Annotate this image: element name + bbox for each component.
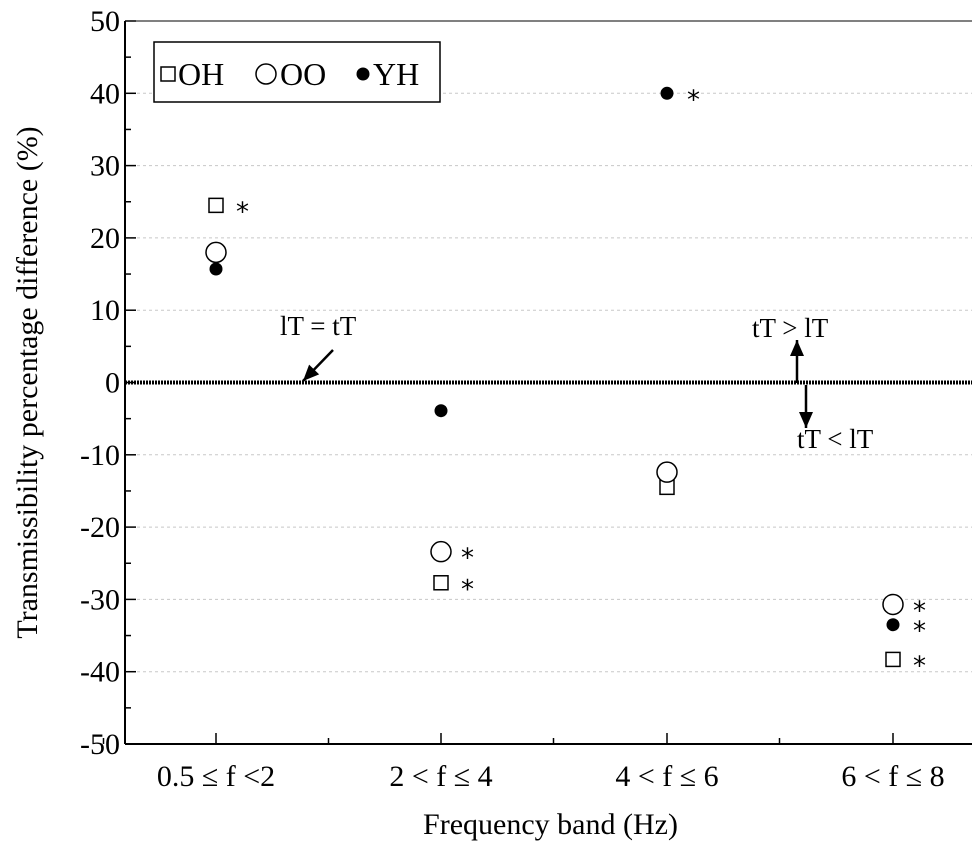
arrow-down [799,385,813,428]
legend-label-yh: YH [373,56,419,92]
point-yh [435,404,448,417]
point-oh [886,652,900,666]
x-tick-label: 2 < f ≤ 4 [389,760,492,793]
significance-star: * [461,544,474,574]
x-tick-label: 6 < f ≤ 8 [841,760,944,793]
y-tick-label: 30 [90,150,120,183]
y-tick-label: -20 [80,511,120,544]
annotation-below: tT < lT [797,424,874,454]
point-oh [209,198,223,212]
point-yh [661,87,674,100]
legend-label-oh: OH [178,56,224,92]
y-tick-label: -10 [80,439,120,472]
legend-marker-yh [357,68,370,81]
legend-marker-oo [256,64,276,84]
arrow-to-reference-line [303,350,333,381]
annotation-above: tT > lT [752,313,829,343]
y-tick-label: -50 [80,728,120,761]
x-tick-label: 0.5 ≤ f <2 [157,760,275,793]
y-tick-label: 0 [105,367,120,400]
significance-star: * [236,197,249,227]
point-yh [210,262,223,275]
y-tick-label: 10 [90,294,120,327]
x-axis-title: Frequency band (Hz) [423,808,678,841]
y-tick-label: -40 [80,656,120,689]
significance-star: * [913,651,926,681]
axes: -50 -40 -30 -20 -10 0 10 20 30 40 50 0.5 ≤ f <2 2 < … [80,5,975,793]
significance-star: * [913,617,926,647]
point-oo [431,542,451,562]
arrow-up [790,340,804,383]
point-yh [887,618,900,631]
y-tick-label: 20 [90,222,120,255]
point-oo [657,462,677,482]
point-oo [883,594,903,614]
reference-line-group [125,340,972,428]
point-oo [206,242,226,262]
significance-star: * [687,85,700,115]
legend: OH OO YH [154,42,440,102]
y-tick-label: 40 [90,77,120,110]
significance-star: * [461,575,474,605]
y-tick-label: -30 [80,583,120,616]
point-oh [434,576,448,590]
y-tick-label: 50 [90,5,120,38]
y-axis-title: Transmissibility percentage difference (… [11,126,44,638]
reference-line-label: lT = tT [280,311,357,341]
legend-marker-oh [161,67,175,81]
legend-label-oo: OO [280,56,326,92]
x-tick-label: 4 < f ≤ 6 [615,760,718,793]
